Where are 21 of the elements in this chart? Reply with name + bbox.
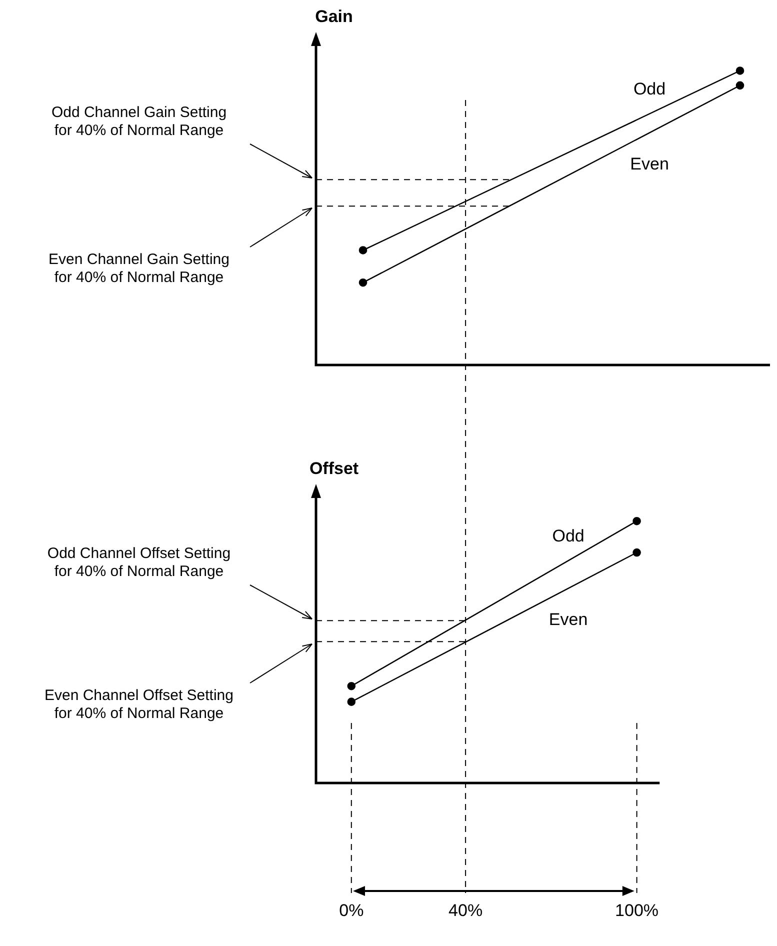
- x-tick-label: 0%: [339, 900, 364, 920]
- series-label: Odd: [633, 79, 666, 98]
- point: [736, 81, 744, 90]
- series-label: Even: [630, 154, 669, 174]
- point: [358, 246, 368, 254]
- point: [632, 548, 641, 557]
- x-tick-label: 40%: [448, 900, 483, 920]
- y-axis-title: Gain: [315, 7, 353, 26]
- text: Even Channel Gain Setting for 40% of Normal Range: [48, 251, 230, 288]
- point: [358, 278, 368, 287]
- point: [347, 682, 356, 690]
- point: [736, 66, 744, 75]
- x-tick-label: 100%: [615, 900, 659, 920]
- text: Even Channel Offset Setting for 40% of Normal Range: [43, 686, 234, 723]
- y-axis-title: Offset: [309, 459, 359, 478]
- text: Odd Channel Gain Setting for 40% of Normal Range: [50, 104, 228, 140]
- series-label: Odd: [552, 526, 584, 546]
- point: [347, 698, 356, 706]
- point: [632, 516, 641, 526]
- text: Odd Channel Offset Setting for 40% of Normal Range: [46, 544, 232, 581]
- series-label: Even: [548, 610, 588, 630]
